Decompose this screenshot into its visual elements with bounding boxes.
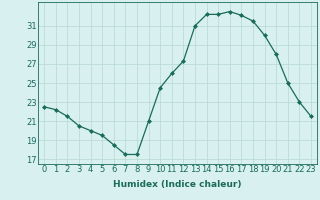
X-axis label: Humidex (Indice chaleur): Humidex (Indice chaleur) [113, 180, 242, 189]
